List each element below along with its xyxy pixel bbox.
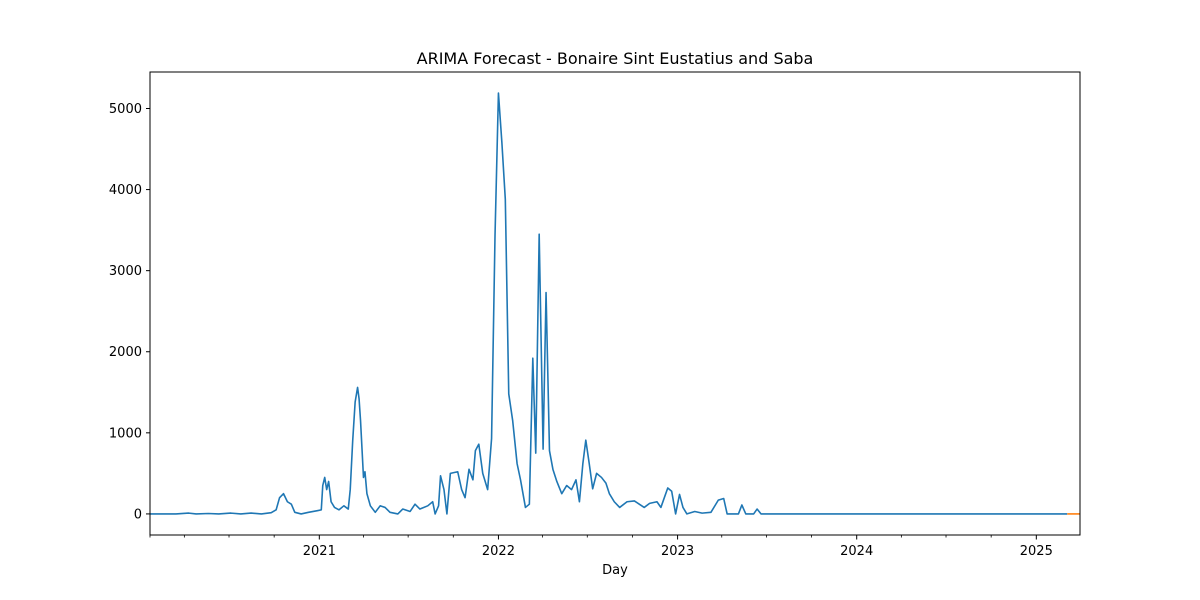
y-tick-label: 2000 bbox=[109, 345, 142, 360]
x-axis: 2021 2022 2023 2024 2025 bbox=[149, 535, 1053, 559]
y-tick-label: 3000 bbox=[109, 264, 142, 279]
series-line-1 bbox=[150, 92, 1068, 515]
y-tick-label: 0 bbox=[134, 507, 142, 522]
x-tick-label: 2024 bbox=[840, 544, 873, 559]
y-tick-label: 1000 bbox=[109, 426, 142, 441]
x-tick-label: 2023 bbox=[661, 544, 694, 559]
y-axis: 0 1000 2000 3000 4000 5000 bbox=[109, 102, 150, 522]
chart-title: ARIMA Forecast - Bonaire Sint Eustatius … bbox=[417, 49, 814, 68]
x-tick-label: 2022 bbox=[482, 544, 515, 559]
x-tick-label: 2021 bbox=[303, 544, 336, 559]
x-tick-label: 2025 bbox=[1020, 544, 1053, 559]
y-tick-label: 4000 bbox=[109, 183, 142, 198]
plot-series bbox=[150, 92, 1080, 515]
x-axis-label: Day bbox=[602, 563, 628, 578]
plot-frame bbox=[149, 71, 1081, 536]
y-tick-label: 5000 bbox=[109, 102, 142, 117]
